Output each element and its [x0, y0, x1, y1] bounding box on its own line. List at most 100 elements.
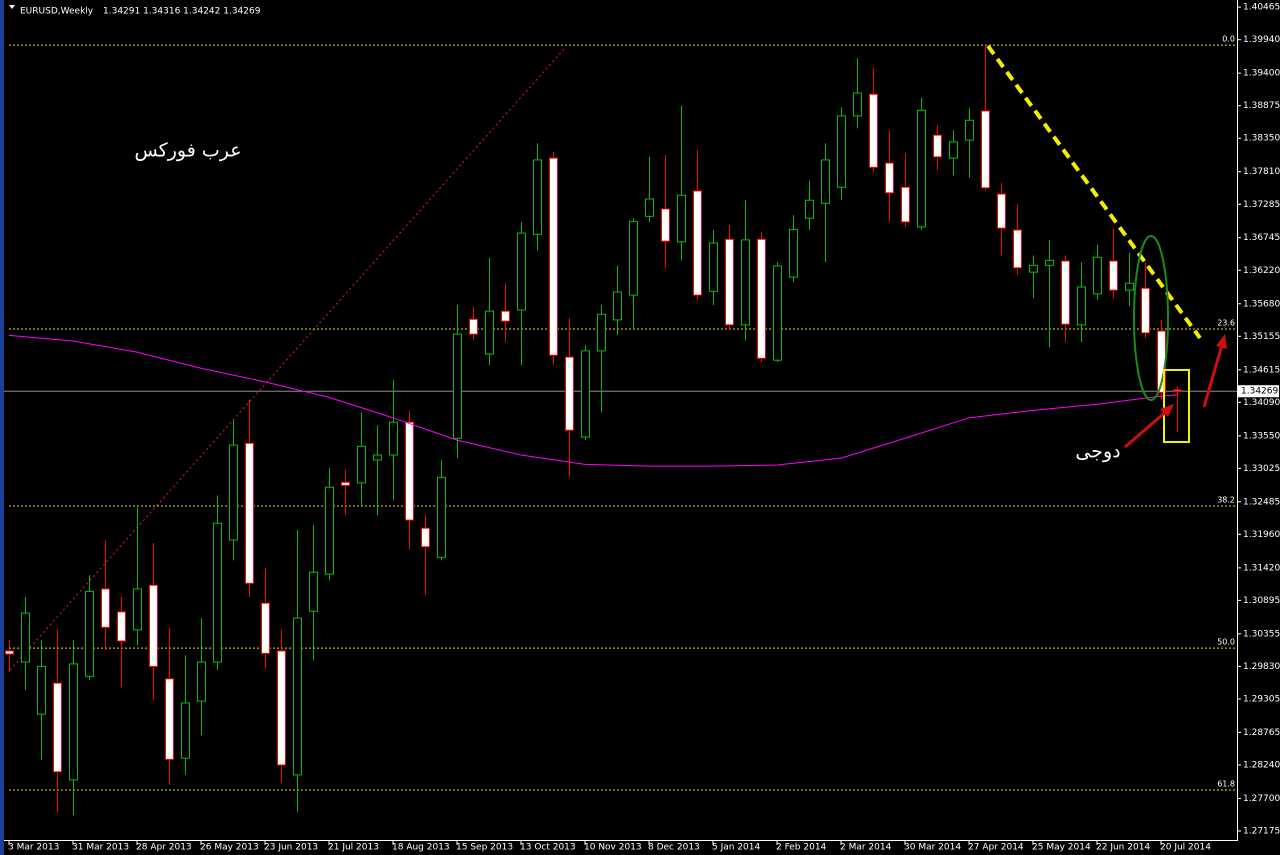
y-tick-label: 1.30895 [1243, 596, 1280, 606]
y-tick-label: 1.37810 [1243, 167, 1280, 177]
fib-label: 38.2 [1217, 496, 1235, 505]
x-tick-label: 8 Dec 2013 [648, 843, 700, 853]
y-tick-label: 1.35155 [1243, 332, 1280, 342]
candle-body [949, 141, 958, 159]
fib-label: 23.6 [1217, 319, 1235, 328]
candle-body [853, 92, 862, 117]
candle-body [469, 318, 478, 335]
arrow [1202, 344, 1224, 408]
x-tick-label: 15 Sep 2013 [456, 843, 513, 853]
candle-body [549, 157, 558, 356]
fib-label: 0.0 [1222, 35, 1235, 44]
y-tick-label: 1.30355 [1243, 629, 1280, 639]
candle-body [5, 650, 14, 655]
x-tick-label: 18 Aug 2013 [392, 843, 450, 853]
candle-body [581, 350, 590, 438]
bid-label-bg [1238, 385, 1279, 398]
candle-body [565, 356, 574, 431]
y-tick-label: 1.34615 [1243, 365, 1280, 375]
y-tick-label: 1.39940 [1243, 35, 1280, 45]
y-tick-label: 1.37285 [1243, 200, 1280, 210]
y-tick-label: 1.36745 [1243, 233, 1280, 243]
candle-body [37, 665, 46, 715]
candle-body [485, 310, 494, 355]
header-symbol: EURUSD,Weekly [20, 7, 94, 17]
candle-body [325, 486, 334, 575]
y-tick-label: 1.34090 [1243, 398, 1280, 408]
arrow-head [1160, 404, 1174, 417]
candle-body [245, 442, 254, 584]
y-tick-label: 1.32485 [1243, 497, 1280, 507]
x-tick-label: 20 Jul 2014 [1160, 843, 1211, 853]
candle-body [277, 650, 286, 766]
y-tick-label: 1.40465 [1243, 3, 1280, 13]
candle-body [149, 584, 158, 667]
y-tick-label: 1.33550 [1243, 431, 1280, 441]
fib-label: 50.0 [1217, 638, 1235, 647]
menu-arrow [9, 5, 15, 9]
y-tick-label: 1.29305 [1243, 694, 1280, 704]
x-tick-label: 3 Mar 2013 [8, 843, 59, 853]
candle-body [533, 159, 542, 235]
y-tick-label: 1.36220 [1243, 266, 1280, 276]
candle-body [789, 228, 798, 278]
x-tick-label: 2 Mar 2014 [840, 843, 892, 853]
candle-body [933, 134, 942, 158]
trendline [9, 47, 566, 671]
resistance-line [986, 44, 1202, 340]
candle-body [421, 527, 430, 548]
arrow-head [1216, 334, 1227, 349]
candle-body [869, 93, 878, 168]
candle-body [725, 238, 734, 326]
x-tick-label: 26 May 2013 [200, 843, 259, 853]
candle-body [1029, 264, 1038, 273]
candle-body [661, 208, 670, 242]
candle-body [517, 232, 526, 311]
candle-body [1093, 256, 1102, 295]
x-tick-label: 30 Mar 2014 [904, 843, 961, 853]
window-border [0, 0, 4, 855]
candle-body [1013, 229, 1022, 269]
y-tick-label: 1.29830 [1243, 662, 1280, 672]
candle-body [437, 476, 446, 558]
y-tick-label: 1.27700 [1243, 794, 1280, 804]
candle-body [165, 678, 174, 760]
candle-body [917, 109, 926, 228]
candle-body [229, 444, 238, 541]
arrow [1124, 408, 1169, 449]
candle-body [693, 190, 702, 296]
y-tick-label: 1.35680 [1243, 299, 1280, 309]
y-tick-label: 1.38350 [1243, 134, 1280, 144]
candle-body [341, 481, 350, 486]
candle-body [373, 454, 382, 461]
candle-body [613, 291, 622, 321]
candle-body [1141, 287, 1150, 334]
candle-body [1125, 282, 1134, 291]
candle-body [69, 663, 78, 781]
candle-body [981, 110, 990, 189]
candle-body [309, 571, 318, 612]
candle-body [885, 162, 894, 194]
y-tick-label: 1.31960 [1243, 530, 1280, 540]
x-tick-label: 10 Nov 2013 [584, 843, 642, 853]
candle-body [773, 265, 782, 361]
plot: 0.0 23.6 38.2 50.0 61.8 [4, 35, 1237, 816]
candle-body [901, 186, 910, 223]
candle-body [21, 612, 30, 663]
bid-label: 1.34269 [1241, 387, 1278, 397]
x-tick-label: 27 Apr 2014 [968, 843, 1024, 853]
highlight-ellipse [1133, 235, 1169, 401]
x-tick-label: 22 Jun 2014 [1096, 843, 1150, 853]
moving-average [8, 334, 1178, 467]
candle-body [357, 445, 366, 484]
candle-body [1173, 389, 1182, 392]
candle-body [1109, 260, 1118, 291]
candle-body [453, 333, 462, 439]
candle-body [181, 702, 190, 759]
annotation: عرب فوركس [134, 140, 241, 162]
x-tick-label: 13 Oct 2013 [520, 843, 576, 853]
fib-label: 61.8 [1217, 780, 1235, 789]
candle-body [597, 313, 606, 352]
